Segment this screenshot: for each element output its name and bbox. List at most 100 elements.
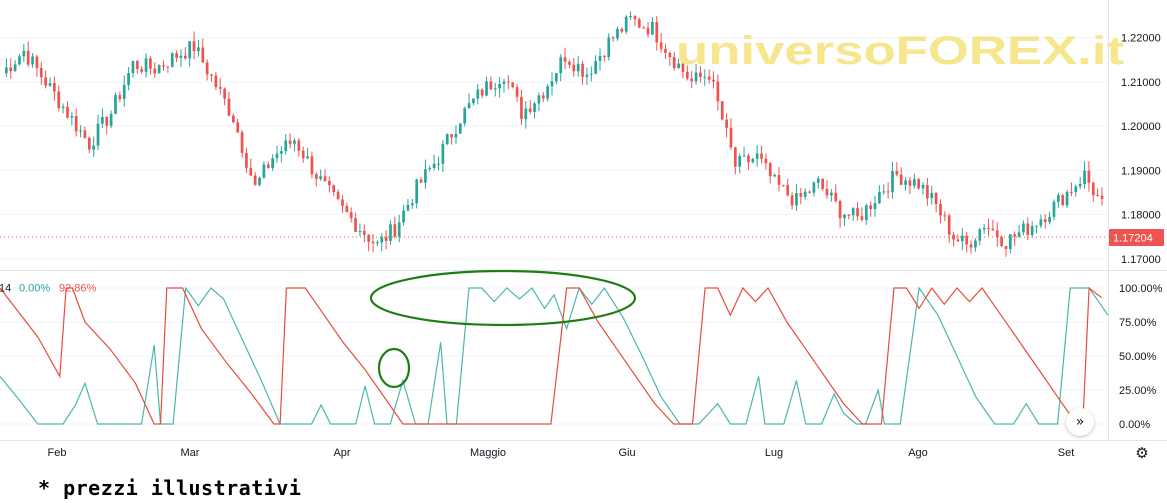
candle [528,99,532,115]
candle [192,31,196,60]
candle [712,71,715,89]
candle [389,220,392,245]
time-tick-label: Set [1058,447,1075,459]
candle [1083,161,1086,189]
aroon-axis[interactable]: 100.00% 75.00% 50.00% 25.00% 0.00% [1119,283,1163,431]
candle [594,55,598,75]
candle [35,55,39,77]
candle [170,52,174,68]
candlestick-series[interactable] [5,11,1104,257]
candle [61,103,65,114]
candle [341,195,344,213]
candle [1039,214,1043,229]
candle [415,178,419,209]
candle [280,146,283,163]
candle [201,38,205,63]
candle [402,204,405,226]
candle [681,62,685,79]
candle [262,161,266,179]
candle [472,98,475,106]
candle [659,33,663,53]
price-axis[interactable]: 1.22000 1.21000 1.20000 1.19000 1.18000 1.170… [1121,33,1161,266]
candle [397,214,401,243]
annotation-circle [377,347,411,389]
candle [70,112,74,126]
candle [576,55,580,77]
candle [624,15,628,35]
candle [197,40,200,57]
candle [437,156,440,171]
aroon-tick-label: 100.00% [1119,283,1163,295]
settings-button[interactable]: ⚙ [1132,444,1152,462]
candle [694,63,698,85]
candle [118,91,122,103]
candle [864,203,868,225]
candle [66,101,69,119]
candle [685,65,689,81]
candle [83,126,87,139]
candle [777,167,781,192]
candle [53,76,56,101]
candle [454,125,458,144]
candle [991,219,995,231]
candle [183,47,187,60]
candle [882,184,886,195]
aroon-tick-label: 50.00% [1119,351,1157,363]
candle [799,188,803,205]
candle [982,223,986,234]
candle [376,240,379,247]
candle [768,162,772,184]
candle [838,199,842,228]
candle [48,77,52,87]
candle [664,43,667,60]
candle [380,233,384,252]
candle [362,224,366,243]
candle [747,153,750,170]
time-axis[interactable]: Feb Mar Apr Maggio Giu Lug Ago Set [48,447,1075,459]
candle [886,182,890,199]
candle [39,61,43,85]
candle [319,169,323,181]
candle [616,26,619,41]
scroll-to-realtime-button[interactable]: » [1066,408,1094,436]
candle [354,212,357,233]
candle [218,77,222,95]
candle [419,177,423,183]
candle [603,54,606,62]
candle [175,50,178,63]
candle [790,192,794,210]
candle [428,165,432,172]
footnote: * prezzi illustrativi [38,476,302,500]
candle [205,59,209,81]
candle [541,92,545,103]
candle [358,223,362,237]
candle [240,129,244,158]
candle [5,58,8,77]
candle [1022,220,1025,236]
candle [293,138,296,152]
candle [956,234,960,243]
candle [563,47,567,70]
candle [476,83,480,105]
aroon-tick-label: 75.00% [1119,317,1157,329]
candle [336,189,340,200]
candle [1074,184,1078,197]
candle [550,72,554,96]
candle [1013,231,1017,246]
candle [441,140,445,172]
candle [760,145,763,164]
candle [105,116,109,135]
aroon-legend[interactable]: 14 0.00% 92.86% [0,283,97,295]
candle [655,16,659,51]
candle [109,110,113,129]
candle [869,201,873,217]
candle [227,91,231,116]
candle [668,51,672,66]
candle [995,222,999,247]
candle [786,178,790,197]
aroon-up-value: 0.00% [19,283,50,295]
candle [157,64,161,74]
price-tick-label: 1.18000 [1121,210,1161,222]
candle [424,159,427,189]
